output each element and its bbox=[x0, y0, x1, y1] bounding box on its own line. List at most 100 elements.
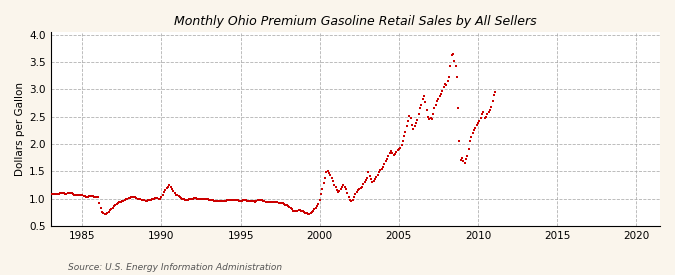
Point bbox=[443, 75, 454, 79]
Point bbox=[207, 198, 218, 202]
Point bbox=[65, 191, 76, 195]
Point bbox=[178, 197, 189, 201]
Point bbox=[260, 200, 271, 204]
Point bbox=[172, 193, 183, 197]
Point bbox=[294, 208, 305, 212]
Point bbox=[247, 199, 258, 204]
Point bbox=[89, 195, 100, 199]
Point bbox=[360, 178, 371, 182]
Point bbox=[333, 190, 344, 194]
Point bbox=[439, 82, 450, 86]
Point bbox=[201, 196, 212, 201]
Point bbox=[144, 198, 155, 202]
Point bbox=[293, 208, 304, 212]
Point bbox=[346, 199, 357, 203]
Point bbox=[485, 108, 495, 112]
Point bbox=[49, 191, 60, 196]
Point bbox=[72, 193, 82, 197]
Point bbox=[437, 89, 448, 93]
Y-axis label: Dollars per Gallon: Dollars per Gallon bbox=[15, 82, 25, 176]
Point bbox=[246, 199, 256, 204]
Point bbox=[95, 206, 106, 211]
Point bbox=[277, 201, 288, 206]
Point bbox=[77, 193, 88, 197]
Point bbox=[169, 191, 180, 195]
Point bbox=[232, 198, 243, 202]
Point bbox=[151, 196, 161, 200]
Point bbox=[117, 199, 128, 204]
Point bbox=[153, 196, 164, 201]
Point bbox=[122, 196, 132, 201]
Point bbox=[442, 79, 453, 83]
Point bbox=[385, 149, 396, 153]
Point bbox=[453, 106, 464, 111]
Point bbox=[377, 165, 388, 169]
Point bbox=[427, 117, 437, 122]
Point bbox=[90, 195, 101, 200]
Point bbox=[379, 162, 389, 166]
Point bbox=[380, 159, 391, 164]
Point bbox=[281, 203, 292, 207]
Point bbox=[109, 204, 119, 208]
Point bbox=[454, 139, 465, 143]
Point bbox=[130, 195, 140, 200]
Point bbox=[127, 195, 138, 199]
Point bbox=[101, 212, 111, 216]
Point bbox=[410, 121, 421, 125]
Point bbox=[290, 209, 301, 213]
Point bbox=[66, 191, 77, 195]
Point bbox=[383, 154, 394, 158]
Point bbox=[388, 153, 399, 157]
Point bbox=[284, 205, 295, 209]
Point bbox=[143, 198, 154, 202]
Point bbox=[184, 197, 194, 201]
Point bbox=[359, 180, 370, 184]
Point bbox=[351, 190, 362, 194]
Point bbox=[350, 192, 360, 196]
Point bbox=[200, 196, 211, 201]
Point bbox=[105, 208, 115, 212]
Point bbox=[207, 198, 217, 202]
Point bbox=[155, 196, 165, 201]
Point bbox=[308, 208, 319, 213]
Point bbox=[97, 210, 107, 214]
Point bbox=[489, 90, 500, 94]
Point bbox=[149, 196, 160, 200]
Point bbox=[369, 179, 379, 183]
Point bbox=[190, 196, 201, 200]
Point bbox=[418, 94, 429, 99]
Point bbox=[239, 198, 250, 202]
Point bbox=[136, 197, 147, 202]
Point bbox=[171, 192, 182, 197]
Point bbox=[321, 170, 332, 175]
Point bbox=[428, 112, 439, 116]
Point bbox=[148, 196, 159, 201]
Point bbox=[395, 145, 406, 150]
Point bbox=[134, 197, 144, 201]
Point bbox=[180, 197, 190, 202]
Point bbox=[392, 148, 403, 153]
Point bbox=[204, 197, 215, 202]
Point bbox=[145, 197, 156, 202]
Point bbox=[123, 196, 134, 200]
Point bbox=[113, 201, 124, 205]
Point bbox=[59, 191, 70, 195]
Point bbox=[222, 198, 233, 202]
Point bbox=[315, 198, 325, 202]
Point bbox=[99, 212, 110, 216]
Point bbox=[173, 194, 184, 199]
Point bbox=[458, 159, 469, 164]
Point bbox=[254, 197, 265, 202]
Point bbox=[94, 201, 105, 205]
Point bbox=[238, 198, 248, 202]
Point bbox=[194, 197, 205, 201]
Point bbox=[474, 119, 485, 123]
Point bbox=[322, 169, 333, 174]
Point bbox=[389, 152, 400, 156]
Point bbox=[433, 97, 444, 101]
Point bbox=[412, 118, 423, 122]
Point bbox=[434, 94, 445, 98]
Point bbox=[354, 186, 364, 191]
Point bbox=[486, 104, 497, 109]
Point bbox=[229, 197, 240, 202]
